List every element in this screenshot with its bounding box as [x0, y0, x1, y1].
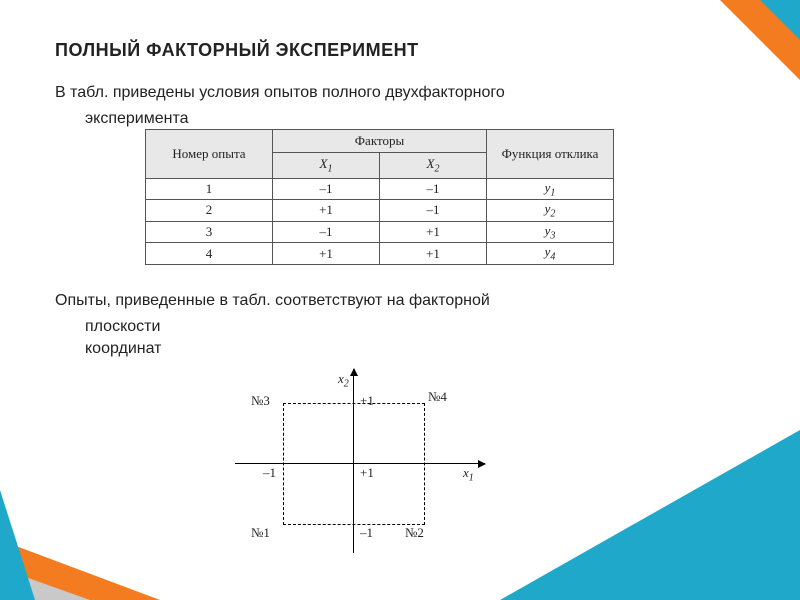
paragraph-2-line-1: Опыты, приведенные в табл. соответствуют… — [55, 291, 745, 311]
paragraph-1-line-2: эксперимента — [85, 109, 745, 129]
axis-label-x: x1 — [463, 465, 474, 484]
point-3: №3 — [251, 393, 270, 409]
paragraph-2-line-3: координат — [85, 339, 745, 359]
cell-y: y3 — [487, 221, 614, 243]
paragraph-2-line-2: плоскости — [85, 317, 745, 337]
decor-triangle-teal-bottom-left — [0, 490, 35, 600]
cell-num: 4 — [146, 243, 273, 265]
col-header-x1: X1 — [273, 153, 380, 179]
slide: ПОЛНЫЙ ФАКТОРНЫЙ ЭКСПЕРИМЕНТ В табл. при… — [0, 0, 800, 600]
point-2: №2 — [405, 525, 424, 541]
cell-num: 3 — [146, 221, 273, 243]
cell-x2: –1 — [380, 200, 487, 222]
decor-triangle-teal-top — [760, 0, 800, 40]
table-row: 2 +1 –1 y2 — [146, 200, 614, 222]
content-area: ПОЛНЫЙ ФАКТОРНЫЙ ЭКСПЕРИМЕНТ В табл. при… — [55, 40, 745, 565]
cell-num: 2 — [146, 200, 273, 222]
cell-x1: –1 — [273, 221, 380, 243]
tick-x-pos: +1 — [360, 465, 374, 481]
tick-y-pos: +1 — [360, 393, 374, 409]
cell-x2: +1 — [380, 243, 487, 265]
experiment-table: Номер опыта Факторы Функция отклика X1 X… — [145, 129, 614, 265]
cell-x1: –1 — [273, 178, 380, 200]
cell-x2: +1 — [380, 221, 487, 243]
point-1: №1 — [251, 525, 270, 541]
tick-y-neg: –1 — [360, 525, 373, 541]
cell-num: 1 — [146, 178, 273, 200]
cell-y: y4 — [487, 243, 614, 265]
design-region-box — [283, 403, 425, 525]
tick-x-neg: –1 — [263, 465, 276, 481]
cell-y: y2 — [487, 200, 614, 222]
table-row: 3 –1 +1 y3 — [146, 221, 614, 243]
col-header-factors: Факторы — [273, 130, 487, 153]
cell-x1: +1 — [273, 200, 380, 222]
axis-label-y: x2 — [338, 371, 349, 390]
cell-x1: +1 — [273, 243, 380, 265]
slide-title: ПОЛНЫЙ ФАКТОРНЫЙ ЭКСПЕРИМЕНТ — [55, 40, 745, 61]
table-row: 1 –1 –1 y1 — [146, 178, 614, 200]
table-row: 4 +1 +1 y4 — [146, 243, 614, 265]
factor-plane-diagram: x2 x1 +1 –1 +1 –1 №1 №2 №3 №4 — [205, 365, 505, 565]
cell-x2: –1 — [380, 178, 487, 200]
col-header-number: Номер опыта — [146, 130, 273, 179]
table-header-row-1: Номер опыта Факторы Функция отклика — [146, 130, 614, 153]
cell-y: y1 — [487, 178, 614, 200]
paragraph-1-line-1: В табл. приведены условия опытов полного… — [55, 83, 745, 103]
col-header-x2: X2 — [380, 153, 487, 179]
point-4: №4 — [428, 389, 447, 405]
col-header-response: Функция отклика — [487, 130, 614, 179]
